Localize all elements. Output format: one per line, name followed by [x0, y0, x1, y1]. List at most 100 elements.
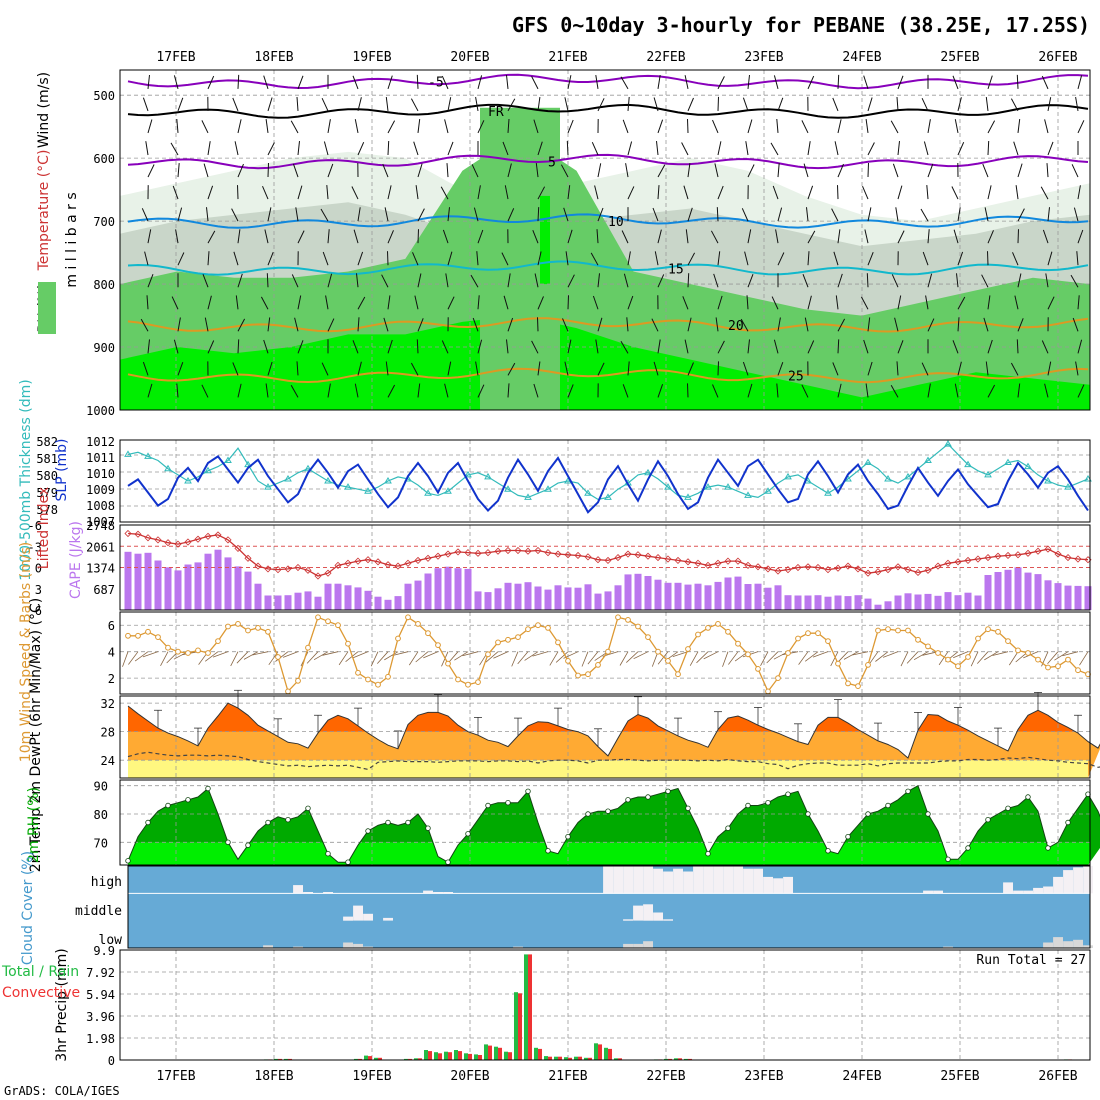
- wind-barb: [957, 296, 966, 310]
- wind-barb: [267, 252, 274, 266]
- wind-barb-10m: [415, 651, 429, 663]
- wind-barb: [296, 361, 299, 376]
- wind-barb: [327, 163, 334, 178]
- wind-barb: [177, 163, 180, 178]
- isotherm-label: -5: [428, 75, 444, 90]
- wind-barb: [321, 97, 329, 112]
- precip-total-bar: [414, 1058, 418, 1060]
- wind-barb: [356, 273, 359, 288]
- wind-barb: [747, 339, 750, 354]
- lifted-index-marker: [624, 550, 632, 558]
- slp-tick-label: 1012: [86, 435, 115, 449]
- lifted-index-marker: [424, 554, 432, 562]
- wind-barb: [323, 141, 329, 156]
- wind-barb-10m: [134, 651, 149, 662]
- wind-speed-marker: [365, 676, 371, 683]
- lifted-index-marker: [184, 538, 192, 546]
- precip-conv-bar: [548, 1056, 552, 1060]
- wind-barb: [1070, 274, 1079, 288]
- cape-bar: [194, 562, 202, 610]
- wind-barb: [533, 119, 539, 134]
- wind-barb: [867, 252, 874, 266]
- precip-conv-bar: [538, 1048, 542, 1060]
- wind-barb: [327, 119, 331, 134]
- wind-barb: [267, 97, 273, 112]
- cape-bar: [524, 582, 532, 610]
- cape-bar: [674, 582, 682, 610]
- cape-bar: [464, 568, 472, 610]
- wind-barb: [472, 317, 479, 332]
- wind-barb: [920, 208, 929, 222]
- cape-bar: [1014, 567, 1022, 610]
- wind-barb: [867, 142, 875, 156]
- wind-barb: [1014, 295, 1019, 310]
- cloud-mid-bar: [623, 919, 633, 921]
- wind-barb: [170, 142, 179, 156]
- wind-barb: [203, 163, 209, 178]
- isotherm-25: [127, 367, 1089, 384]
- thickness-marker: [784, 472, 792, 480]
- cloud-row-label: high: [91, 875, 122, 890]
- cape-bar: [714, 581, 722, 610]
- wind-barb: [773, 75, 779, 90]
- wind-barb: [567, 274, 575, 288]
- wind-speed-marker: [435, 642, 441, 648]
- wind-barb: [560, 164, 569, 178]
- lifted-index-marker: [714, 559, 722, 567]
- panel-frame: [119, 779, 1091, 866]
- wind-speed-marker: [275, 654, 281, 660]
- rh2m-marker: [645, 794, 651, 800]
- cape-tick-label: 2061: [86, 540, 115, 554]
- wind-barb: [387, 384, 396, 398]
- wind-speed-marker: [335, 622, 341, 629]
- lifted-index-marker: [414, 556, 422, 564]
- wind-speed-marker: [695, 631, 701, 638]
- rh2m-marker: [565, 834, 571, 840]
- lifted-index-marker: [154, 536, 162, 544]
- wind-barb: [537, 97, 541, 111]
- wind-barb: [657, 339, 661, 354]
- wind-barb: [297, 185, 303, 200]
- grads-credit: GrADS: COLA/IGES: [4, 1084, 120, 1098]
- precip-total-bar: [354, 1058, 358, 1060]
- wind-barb: [412, 252, 419, 266]
- li-tick-label: 3: [35, 583, 42, 597]
- wind-barb: [237, 74, 240, 89]
- lifted-index-marker: [1044, 545, 1052, 553]
- lifted-index-marker: [804, 563, 812, 571]
- wind-speed-marker: [735, 640, 741, 647]
- wind-barb: [446, 163, 449, 178]
- thickness-marker: [744, 491, 752, 498]
- wind-barb: [987, 295, 991, 310]
- wind-barb: [444, 383, 449, 398]
- cloud-high-bar: [1083, 866, 1093, 894]
- thickness-marker: [824, 489, 832, 496]
- wind-barb: [567, 119, 574, 134]
- wind-barb: [416, 74, 419, 89]
- wind-speed-marker: [385, 673, 391, 680]
- wind-barb: [417, 383, 421, 398]
- wind-barb: [381, 274, 389, 288]
- wind-barb-10m: [766, 651, 779, 664]
- wind-barb: [385, 96, 389, 111]
- wind-barb: [297, 295, 302, 310]
- wind-barb: [292, 163, 299, 178]
- cloud-high-bar: [673, 868, 683, 894]
- wind-speed-marker: [795, 635, 801, 642]
- cape-bar: [484, 592, 492, 610]
- wind-barb: [921, 362, 929, 376]
- wind-barb: [413, 141, 419, 156]
- wind-barb: [684, 339, 689, 354]
- temp-line: [127, 702, 1100, 759]
- wind-barb: [415, 185, 419, 200]
- rh2m-ylabel: 2m RH (%): [26, 787, 42, 863]
- thickness-marker: [304, 464, 312, 472]
- wind-barb: [535, 163, 539, 178]
- cape-bar: [544, 589, 552, 610]
- wind-legend-label: Wind (m/s): [36, 72, 52, 148]
- rh2m-marker: [745, 802, 751, 809]
- lifted-index-marker: [704, 561, 712, 569]
- rh2m-marker: [1065, 819, 1071, 826]
- wind-barb: [564, 97, 569, 112]
- wind-barb: [627, 96, 630, 111]
